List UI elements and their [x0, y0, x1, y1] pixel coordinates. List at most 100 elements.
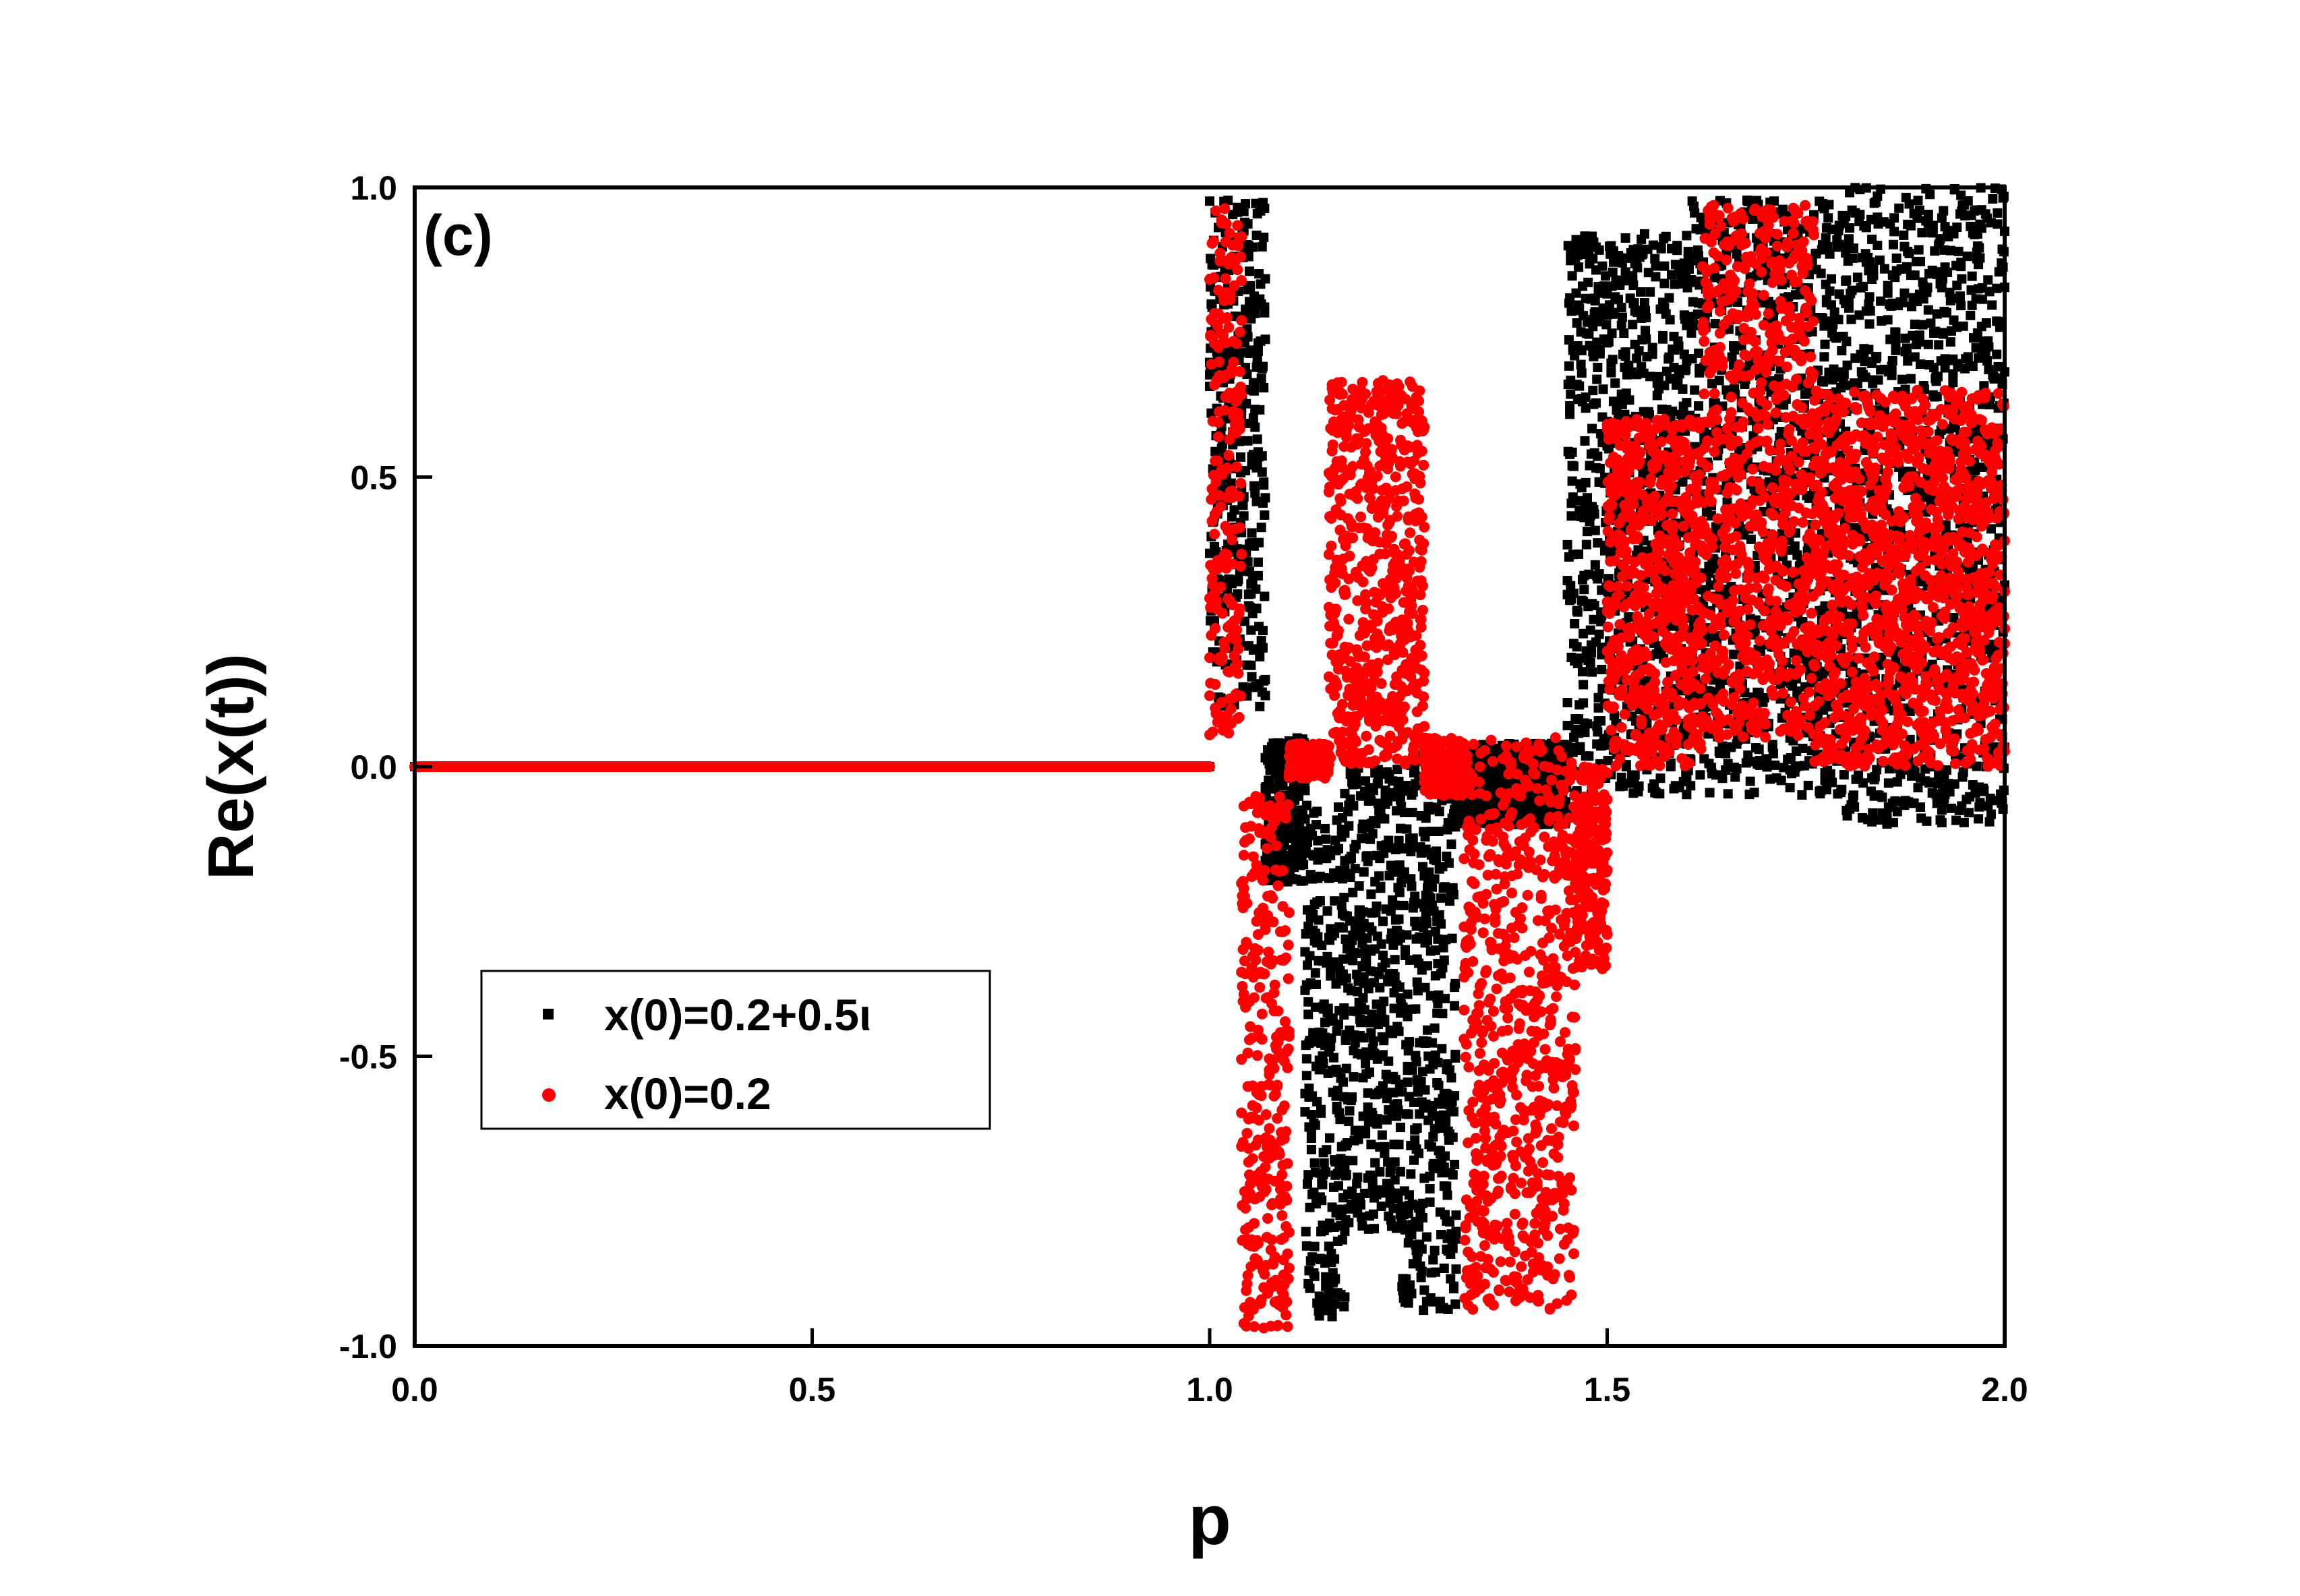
data-point — [1235, 348, 1245, 358]
data-point — [1440, 993, 1450, 1003]
data-point — [1243, 332, 1253, 342]
data-point — [1406, 1169, 1416, 1179]
data-point — [1345, 1106, 1355, 1116]
data-point — [1574, 549, 1584, 559]
data-point — [1694, 401, 1704, 411]
data-point — [1768, 748, 1778, 759]
data-point — [1430, 1267, 1440, 1277]
data-point — [1239, 511, 1249, 521]
data-point — [1723, 789, 1733, 799]
data-point — [1442, 1181, 1452, 1191]
data-point — [1368, 1036, 1378, 1046]
data-point — [1610, 378, 1620, 388]
data-point — [1326, 971, 1336, 981]
data-point — [1588, 254, 1598, 264]
data-point — [1632, 263, 1643, 273]
data-point — [1300, 814, 1310, 824]
data-point — [1244, 566, 1254, 577]
data-point — [1433, 1057, 1443, 1067]
data-point — [1416, 1076, 1426, 1086]
data-point — [1338, 954, 1349, 964]
data-point — [1421, 918, 1432, 928]
data-point — [1250, 308, 1260, 318]
data-point — [1769, 196, 1779, 206]
data-point — [1429, 1023, 1440, 1033]
data-point — [1270, 784, 1280, 794]
data-point — [1239, 206, 1249, 216]
data-point — [1259, 480, 1269, 490]
data-point — [1301, 1071, 1311, 1081]
data-point — [1403, 1298, 1413, 1308]
data-point — [1251, 230, 1262, 240]
data-point — [1440, 1151, 1450, 1161]
data-point — [1728, 649, 1738, 659]
data-point — [1562, 539, 1572, 550]
data-point — [1337, 1235, 1347, 1245]
data-point — [1258, 626, 1268, 636]
data-point — [1374, 871, 1384, 881]
data-point — [1253, 557, 1263, 567]
data-point — [1338, 1077, 1349, 1087]
data-point — [1247, 672, 1257, 682]
data-point — [1390, 972, 1400, 982]
data-point — [1340, 1292, 1350, 1302]
data-point — [1450, 1001, 1460, 1011]
data-point — [1257, 241, 1267, 252]
data-point — [1303, 1170, 1314, 1180]
data-point — [1403, 1077, 1413, 1087]
data-point — [1363, 856, 1373, 866]
data-point — [1347, 1092, 1357, 1102]
data-point — [1350, 864, 1360, 874]
data-point — [1305, 1283, 1315, 1293]
data-point — [1339, 893, 1349, 903]
data-point — [1641, 312, 1651, 322]
data-point — [1205, 370, 1214, 380]
data-point — [1444, 858, 1454, 868]
data-point — [1570, 619, 1580, 629]
data-point — [1785, 783, 1795, 793]
data-point — [1257, 467, 1267, 477]
data-point — [1825, 769, 1835, 779]
data-point — [1414, 1222, 1424, 1232]
data-point — [1450, 978, 1461, 988]
data-point — [1674, 341, 1684, 351]
data-point — [1659, 278, 1670, 289]
data-point — [1340, 1226, 1350, 1237]
data-point — [1341, 973, 1351, 983]
data-point — [1260, 690, 1270, 701]
data-point — [1624, 395, 1634, 405]
data-point — [1672, 241, 1682, 251]
data-point — [1260, 674, 1270, 684]
data-point — [1446, 1073, 1456, 1083]
data-point — [1388, 1088, 1398, 1098]
data-point — [1429, 1245, 1440, 1255]
data-point — [1619, 328, 1629, 338]
data-point — [1407, 807, 1417, 817]
data-point — [1682, 231, 1692, 241]
data-point — [1318, 1179, 1328, 1189]
data-point — [1252, 434, 1262, 444]
data-point — [1370, 1158, 1380, 1168]
data-point — [1300, 786, 1310, 796]
data-point — [1436, 893, 1446, 903]
data-point — [1628, 320, 1638, 330]
data-point — [1249, 378, 1260, 388]
data-point — [1394, 887, 1405, 897]
data-point — [1447, 933, 1457, 943]
data-point — [1584, 751, 1594, 761]
data-point — [1407, 1289, 1417, 1299]
data-point — [1429, 874, 1440, 884]
data-point — [1306, 1109, 1316, 1119]
data-point — [1651, 261, 1661, 271]
data-point — [1417, 1213, 1427, 1223]
data-point — [1378, 916, 1388, 926]
data-point — [1607, 328, 1617, 338]
data-point — [1658, 334, 1668, 344]
data-point — [1344, 1218, 1354, 1228]
data-point — [1579, 680, 1589, 690]
data-point — [1304, 1084, 1314, 1094]
data-point — [1309, 1271, 1320, 1281]
data-point — [1359, 867, 1369, 877]
data-point — [1361, 955, 1372, 966]
data-point — [1364, 1067, 1374, 1077]
